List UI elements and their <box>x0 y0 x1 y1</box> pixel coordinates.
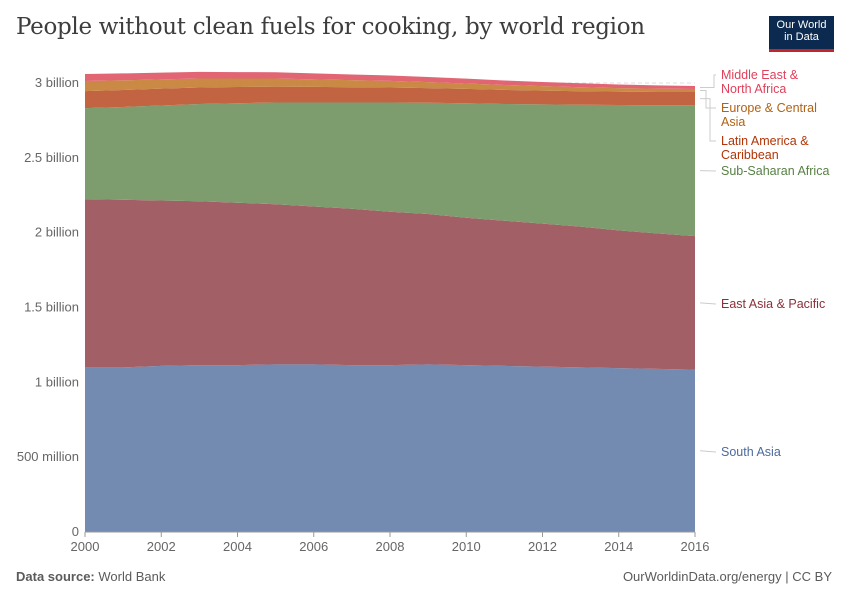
y-tick-label: 1 billion <box>35 374 79 389</box>
legend-europe-central-asia[interactable]: Europe & Central Asia <box>721 101 817 129</box>
source-label: Data source: <box>16 569 95 584</box>
x-tick-label: 2016 <box>681 539 710 554</box>
credit-link[interactable]: OurWorldinData.org/energy | CC BY <box>622 569 832 584</box>
legend-sub-saharan-africa[interactable]: Sub-Saharan Africa <box>721 164 830 178</box>
owid-logo[interactable]: Our World in Data <box>769 16 834 52</box>
area-east-asia-pacific[interactable] <box>85 199 695 370</box>
logo-line-2: in Data <box>784 31 819 43</box>
area-sub-saharan-africa[interactable] <box>85 102 695 237</box>
x-tick-label: 2010 <box>452 539 481 554</box>
y-tick-label: 1.5 billion <box>24 300 79 315</box>
x-tick-label: 2006 <box>299 539 328 554</box>
legend-connector <box>699 302 717 305</box>
chart-title: People without clean fuels for cooking, … <box>16 14 645 40</box>
area-europe-central-asia[interactable] <box>85 78 695 92</box>
area-middle-east-north-africa[interactable] <box>85 71 695 89</box>
data-source: Data source: World Bank <box>16 569 165 584</box>
x-tick-label: 2002 <box>147 539 176 554</box>
source-link[interactable]: World Bank <box>98 569 166 584</box>
legend-south-asia[interactable]: South Asia <box>721 445 781 459</box>
x-tick-label: 2000 <box>71 539 100 554</box>
area-south-asia[interactable] <box>85 364 695 532</box>
area-latin-america-caribbean[interactable] <box>85 86 695 109</box>
y-tick-label: 2.5 billion <box>24 150 79 165</box>
legend-connector <box>700 89 716 109</box>
x-tick-label: 2012 <box>528 539 557 554</box>
legend-connector <box>699 450 717 453</box>
y-tick-label: 500 million <box>17 449 79 464</box>
x-tick-label: 2008 <box>376 539 405 554</box>
legend-latin-america-caribbean[interactable]: Latin America & Caribbean <box>721 134 809 162</box>
x-tick-label: 2004 <box>223 539 252 554</box>
y-tick-label: 2 billion <box>35 225 79 240</box>
legend-connector <box>700 74 716 88</box>
x-tick-label: 2014 <box>604 539 633 554</box>
legend-connector <box>700 98 716 142</box>
legend-east-asia-pacific[interactable]: East Asia & Pacific <box>721 297 826 311</box>
legend-middle-east-north-africa[interactable]: Middle East & North Africa <box>721 68 799 96</box>
y-tick-label: 0 <box>72 524 79 539</box>
logo-line-1: Our World <box>776 19 827 31</box>
y-tick-label: 3 billion <box>35 75 79 90</box>
